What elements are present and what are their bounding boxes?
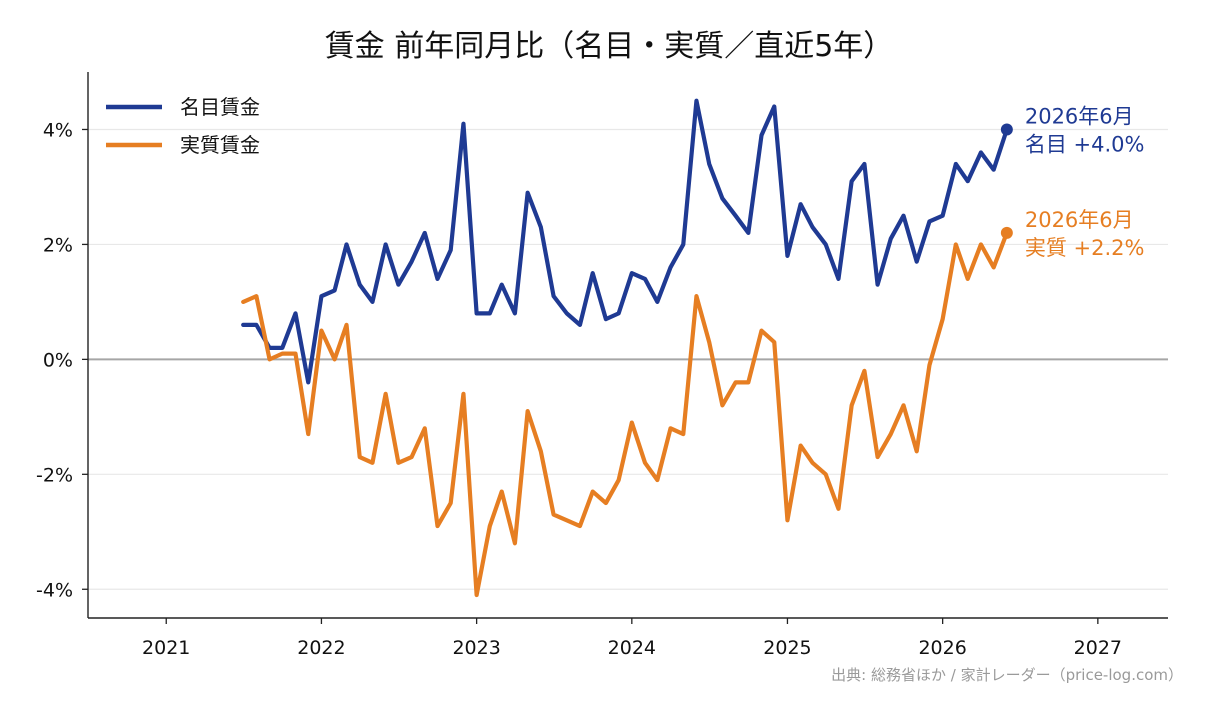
y-tick-label: -2%	[36, 464, 73, 486]
x-tick-label: 2027	[1074, 637, 1122, 659]
series-line-nominal	[241, 98, 1009, 385]
source-note: 出典: 総務省ほか / 家計レーダー（price-log.com）	[831, 666, 1183, 684]
legend-label-real: 実質賃金	[180, 133, 260, 157]
end-label-value-nominal: 名目 +4.0%	[1025, 132, 1145, 156]
series-layer	[241, 98, 1009, 598]
axes: 4% 2% 0% -2% -4% 2021 2022 2023 2024 2025 2026 2027	[36, 72, 1168, 659]
chart-title: 賃金 前年同月比（名目・実質／直近5年）	[325, 29, 894, 64]
x-tick-label: 2022	[297, 637, 345, 659]
x-tick-label: 2026	[918, 637, 966, 659]
end-point-real	[1000, 226, 1013, 239]
legend: 名目賃金 実質賃金	[106, 95, 260, 157]
grid	[88, 128, 1168, 590]
series-line-real	[241, 230, 1009, 598]
end-label-date-real: 2026年6月	[1025, 208, 1134, 232]
y-tick-label: 0%	[43, 349, 73, 371]
x-tick-label: 2024	[608, 637, 656, 659]
legend-label-nominal: 名目賃金	[180, 95, 260, 119]
x-tick-label: 2021	[142, 637, 190, 659]
end-point-nominal	[1000, 123, 1013, 136]
y-tick-label: 2%	[43, 234, 73, 256]
x-tick-label: 2025	[763, 637, 811, 659]
x-tick-label: 2023	[452, 637, 500, 659]
y-tick-label: 4%	[43, 119, 73, 141]
end-label-date-nominal: 2026年6月	[1025, 104, 1134, 128]
y-tick-label: -4%	[36, 579, 73, 601]
end-label-value-real: 実質 +2.2%	[1025, 236, 1145, 260]
